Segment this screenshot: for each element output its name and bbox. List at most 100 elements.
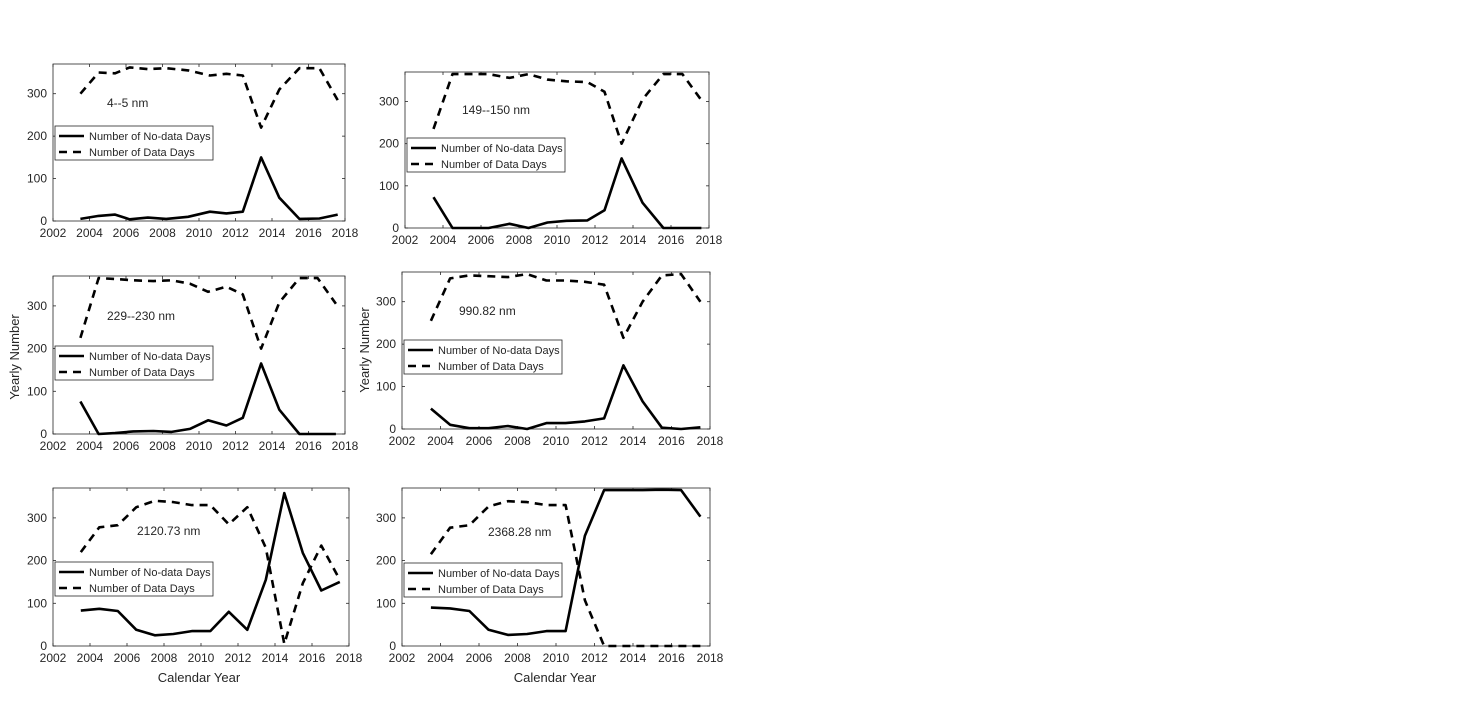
x-tick-label: 2006 (113, 439, 140, 453)
x-tick-label: 2016 (658, 233, 685, 247)
legend-box (54, 561, 214, 597)
data-days-line (432, 72, 703, 145)
x-tick-label: 2014 (259, 226, 286, 240)
x-tick-label: 2012 (222, 226, 249, 240)
x-tick-label: 2002 (389, 434, 416, 448)
y-tick-label: 300 (27, 511, 47, 525)
legend-label: Number of No-data Days (89, 567, 211, 579)
legend-box (406, 137, 566, 173)
y-tick-label: 200 (27, 554, 47, 568)
x-tick-label: 2014 (259, 439, 286, 453)
no-data-days-line (79, 362, 336, 436)
x-tick-label: 2006 (468, 233, 495, 247)
x-tick-label: 2012 (581, 434, 608, 448)
x-tick-label: 2008 (149, 226, 176, 240)
data-days-line (79, 66, 339, 129)
wavelength-annotation: 990.82 nm (459, 304, 516, 318)
y-tick-label: 200 (376, 337, 396, 351)
legend-label: Number of Data Days (438, 584, 544, 596)
x-tick-label: 2014 (620, 651, 647, 665)
x-tick-label: 2018 (697, 651, 724, 665)
x-tick-label: 2006 (466, 434, 493, 448)
x-tick-label: 2004 (427, 434, 454, 448)
x-tick-label: 2008 (506, 233, 533, 247)
legend-label: Number of Data Days (89, 147, 195, 159)
legend: Number of No-data Days Number of Data Day… (54, 125, 214, 161)
x-tick-label: 2010 (543, 434, 570, 448)
y-tick-label: 300 (376, 295, 396, 309)
legend-label: Number of Data Days (441, 159, 547, 171)
x-tick-label: 2010 (186, 226, 213, 240)
chart-panel-1: 2002 2004 2006 2008 2010 2012 2014 2016 2018 0 100… (27, 63, 359, 240)
x-tick-label: 2016 (299, 651, 326, 665)
legend-label: Number of No-data Days (438, 345, 560, 357)
legend-box (54, 345, 214, 381)
y-axis-label: Yearly Number (357, 307, 372, 393)
y-tick-label: 100 (379, 179, 399, 193)
x-tick-label: 2018 (696, 233, 723, 247)
legend-label: Number of No-data Days (89, 351, 211, 363)
chart-panels: 2002 2004 2006 2008 2010 2012 2014 2016 2018 0 100… (27, 63, 724, 665)
x-tick-label: 2008 (149, 439, 176, 453)
y-tick-label: 100 (27, 384, 47, 398)
y-tick-label: 0 (40, 639, 47, 653)
wavelength-annotation: 2368.28 nm (488, 525, 551, 539)
wavelength-annotation: 149--150 nm (462, 103, 530, 117)
x-tick-label: 2008 (151, 651, 178, 665)
x-tick-label: 2010 (543, 651, 570, 665)
y-axis-label: Yearly Number (7, 314, 22, 400)
x-tick-label: 2016 (658, 651, 685, 665)
no-data-days-line (430, 364, 701, 431)
x-tick-label: 2018 (697, 434, 724, 448)
no-data-days-line (80, 156, 338, 221)
data-days-line (79, 276, 337, 350)
legend: Number of No-data Days Number of Data Day… (403, 339, 563, 375)
wavelength-annotation: 4--5 nm (107, 96, 148, 110)
y-tick-label: 300 (376, 511, 396, 525)
x-tick-label: 2004 (430, 233, 457, 247)
chart-panel-5: 2002 2004 2006 2008 2010 2012 2014 2016 2018 0 100… (27, 487, 363, 665)
x-tick-label: 2006 (466, 651, 493, 665)
legend-label: Number of No-data Days (441, 143, 563, 155)
x-tick-label: 2012 (225, 651, 252, 665)
x-tick-label: 2002 (40, 439, 67, 453)
y-tick-label: 200 (379, 137, 399, 151)
wavelength-annotation: 229--230 nm (107, 309, 175, 323)
legend-box (54, 125, 214, 161)
no-data-days-line (430, 488, 702, 637)
y-tick-label: 300 (27, 299, 47, 313)
legend: Number of No-data Days Number of Data Day… (54, 561, 214, 597)
y-tick-label: 0 (40, 214, 47, 228)
no-data-days-line (432, 157, 702, 230)
wavelength-annotation: 2120.73 nm (137, 524, 200, 538)
data-days-line (79, 499, 341, 646)
x-tick-label: 2012 (581, 651, 608, 665)
x-tick-label: 2006 (113, 226, 140, 240)
legend: Number of No-data Days Number of Data Day… (406, 137, 566, 173)
x-tick-label: 2002 (389, 651, 416, 665)
x-axis-label: Calendar Year (158, 670, 241, 685)
no-data-days-line (80, 491, 341, 637)
x-axis-label: Calendar Year (514, 670, 597, 685)
y-tick-label: 0 (392, 221, 399, 235)
x-tick-label: 2010 (188, 651, 215, 665)
y-tick-label: 200 (376, 554, 396, 568)
y-tick-label: 200 (27, 129, 47, 143)
data-days-line (429, 499, 701, 648)
x-tick-label: 2010 (186, 439, 213, 453)
chart-panel-2: 2002 2004 2006 2008 2010 2012 2014 2016 2018 0 100… (379, 71, 723, 247)
legend-box (403, 339, 563, 375)
x-tick-label: 2012 (582, 233, 609, 247)
legend-label: Number of Data Days (89, 583, 195, 595)
y-tick-label: 300 (379, 95, 399, 109)
x-tick-label: 2010 (544, 233, 571, 247)
x-tick-label: 2008 (504, 434, 531, 448)
x-tick-label: 2016 (295, 439, 322, 453)
x-tick-label: 2004 (77, 651, 104, 665)
y-tick-label: 300 (27, 87, 47, 101)
x-tick-label: 2014 (262, 651, 289, 665)
x-tick-label: 2018 (332, 439, 359, 453)
x-tick-label: 2016 (295, 226, 322, 240)
x-tick-label: 2014 (620, 233, 647, 247)
x-tick-label: 2006 (114, 651, 141, 665)
